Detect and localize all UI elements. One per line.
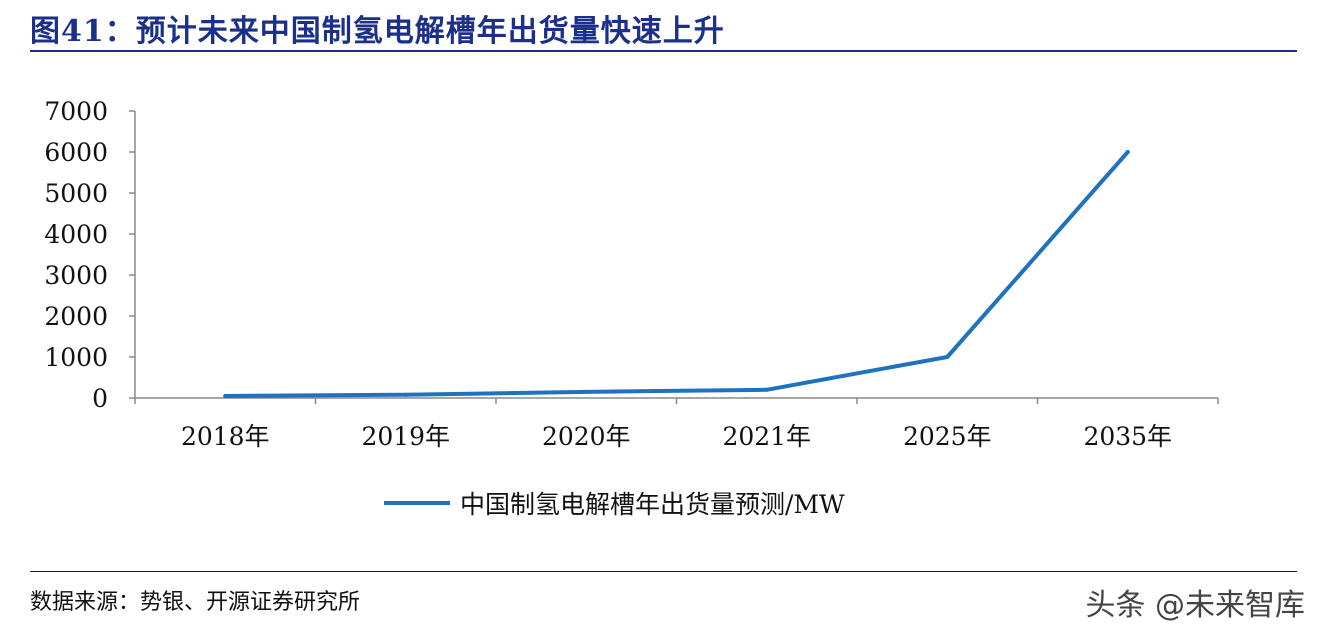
figure-title: 图41：预计未来中国制氢电解槽年出货量快速上升: [30, 14, 725, 49]
y-tick-label: 0: [92, 384, 108, 413]
source-note: 数据来源：势银、开源证券研究所: [30, 590, 361, 615]
y-tick-label: 1000: [44, 343, 108, 372]
data-point: [403, 392, 408, 397]
legend: 中国制氢电解槽年出货量预测/MW: [384, 490, 845, 519]
y-tick-label: 5000: [44, 179, 108, 208]
data-point: [1125, 150, 1130, 154]
data-point: [764, 387, 769, 392]
y-tick-label: 6000: [44, 138, 108, 167]
x-axis: 2018年 2019年 2020年 2021年 2025年 2035年: [134, 397, 1219, 451]
y-tick-label: 4000: [44, 220, 108, 249]
series-layer: [223, 150, 1130, 398]
y-tick-label: 7000: [44, 97, 108, 126]
x-tick-label: 2020年: [542, 422, 631, 451]
line-chart: 0 1000 2000 3000 4000 5000 6000 7000 2018年 2019年…: [44, 97, 1219, 519]
watermark: 头条 @未来智库: [1085, 588, 1305, 623]
source-divider: [30, 571, 1297, 572]
series-line-0: [223, 150, 1130, 398]
data-point: [584, 389, 589, 394]
x-tick-label: 2035年: [1083, 422, 1172, 451]
x-tick-label: 2025年: [903, 422, 992, 451]
y-tick-label: 2000: [44, 302, 108, 331]
y-tick-label: 3000: [44, 261, 108, 290]
data-point: [945, 355, 950, 359]
title-divider: [30, 50, 1297, 52]
y-axis: 0 1000 2000 3000 4000 5000 6000 7000: [44, 97, 136, 413]
x-tick-label: 2018年: [181, 422, 270, 451]
data-point: [223, 393, 228, 398]
x-tick-label: 2019年: [361, 422, 450, 451]
x-tick-label: 2021年: [722, 422, 811, 451]
legend-label: 中国制氢电解槽年出货量预测/MW: [460, 490, 845, 519]
